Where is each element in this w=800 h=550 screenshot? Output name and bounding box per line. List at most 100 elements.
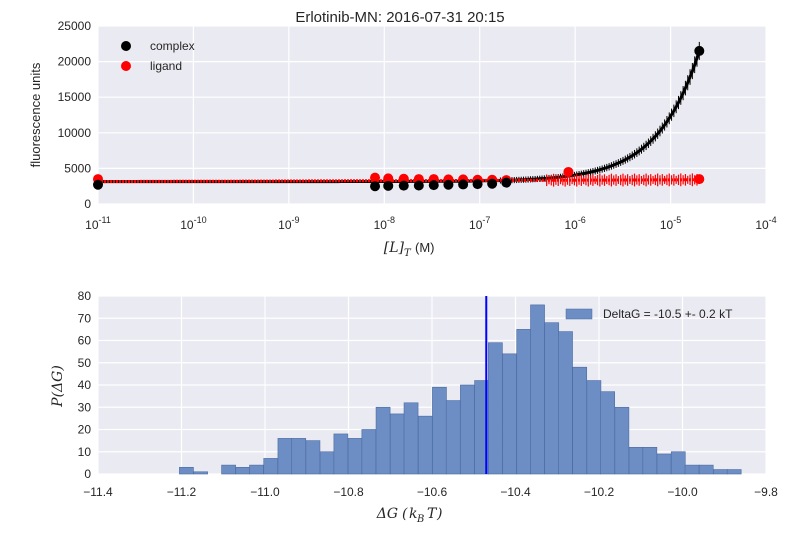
complex-data-point <box>472 179 483 190</box>
legend-label-complex: complex <box>150 39 195 53</box>
bottom-y-tick-label: 0 <box>84 467 91 481</box>
bottom-x-label-math: ΔG <box>376 506 398 522</box>
histogram-bar <box>558 331 573 475</box>
bottom-x-tick-label: −9.8 <box>754 485 778 499</box>
histogram-bar <box>221 464 236 475</box>
histogram-bar <box>726 469 742 475</box>
legend-swatch-deltag <box>565 308 593 320</box>
histogram-bar <box>291 438 307 475</box>
top-x-tick-label: 10-5 <box>660 215 681 232</box>
legend-label-deltag: DeltaG = -10.5 +- 0.2 kT <box>603 307 733 321</box>
complex-data-point <box>458 179 469 190</box>
complex-data-point <box>487 178 498 189</box>
top-chart-title: Erlotinib-MN: 2016-07-31 20:15 <box>295 9 504 26</box>
ligand-data-point <box>383 173 394 184</box>
histogram-bar <box>698 464 714 475</box>
top-y-tick-label: 5000 <box>64 161 91 175</box>
histogram-bar <box>600 391 615 475</box>
histogram-bars <box>179 304 742 475</box>
ligand-model-line <box>98 178 700 184</box>
top-x-tick-label: 10-6 <box>564 215 585 232</box>
complex-data-point <box>93 179 103 190</box>
bottom-x-label-unit-k: k <box>409 506 417 522</box>
histogram-bar <box>389 413 405 475</box>
histogram-bar <box>530 304 545 475</box>
histogram-bar <box>347 438 363 475</box>
bottom-x-tick-label: −11.4 <box>83 485 113 499</box>
binding-curve-chart: 10-11 10-10 10-9 10-8 10-7 10-6 10-5 10-4 0 5000… <box>28 9 777 259</box>
bottom-x-tick-label: −11.2 <box>167 485 197 499</box>
top-legend: complex ligand <box>121 39 195 73</box>
histogram-bar <box>263 458 279 475</box>
histogram-bar <box>642 446 658 475</box>
bottom-x-tick-label: −10.8 <box>333 485 364 499</box>
top-x-axis-label: [L] T (M) <box>384 240 435 259</box>
bottom-x-tick-label: −10.6 <box>417 485 448 499</box>
histogram-bar <box>249 464 264 475</box>
top-x-tick-label: 10-11 <box>85 215 111 232</box>
bottom-y-tick-labels: 0 10 20 30 40 50 60 70 80 <box>78 289 92 481</box>
ligand-data-point <box>398 173 409 184</box>
histogram-bar <box>432 386 447 475</box>
bottom-x-label-unit-tail: T <box>427 506 438 522</box>
histogram-bar <box>656 453 672 475</box>
histogram-bar <box>361 429 377 475</box>
histogram-bar <box>488 342 503 475</box>
bottom-x-tick-label: −10.0 <box>667 485 698 499</box>
top-plot-area <box>98 26 766 204</box>
histogram-bar <box>403 402 419 475</box>
histogram-bar <box>375 406 391 475</box>
legend-marker-complex <box>121 41 131 51</box>
bottom-y-tick-label: 70 <box>78 311 92 325</box>
histogram-bar <box>235 467 251 475</box>
histogram-bar <box>445 400 461 475</box>
histogram-bar <box>586 380 602 475</box>
histogram-bar <box>628 446 644 475</box>
top-x-tick-label: 10-4 <box>755 215 776 232</box>
bottom-x-tick-label: −10.2 <box>584 485 615 499</box>
top-x-tick-label: 10-8 <box>374 215 395 232</box>
complex-data-point <box>694 45 705 56</box>
histogram-bar <box>193 471 208 475</box>
bottom-x-tick-label: −11.0 <box>250 485 280 499</box>
bottom-y-tick-label: 10 <box>78 445 92 459</box>
bottom-y-tick-label: 60 <box>78 334 92 348</box>
bottom-y-tick-label: 40 <box>78 378 92 392</box>
bottom-y-tick-label: 80 <box>78 289 92 303</box>
bottom-legend: DeltaG = -10.5 +- 0.2 kT <box>565 307 733 321</box>
bottom-x-label-paren-open: ( <box>402 506 408 522</box>
complex-data-point <box>383 180 394 191</box>
top-series-layer <box>93 41 705 192</box>
ligand-data-point <box>563 166 574 177</box>
legend-marker-ligand <box>121 61 131 71</box>
top-x-tick-labels: 10-11 10-10 10-9 10-8 10-7 10-6 10-5 10-4 <box>85 215 777 232</box>
top-y-tick-label: 25000 <box>58 19 92 33</box>
bottom-x-tick-label: −10.4 <box>500 485 531 499</box>
top-x-label-subscript: T <box>404 248 412 259</box>
top-y-tick-labels: 0 5000 10000 15000 20000 25000 <box>58 19 92 211</box>
histogram-bar <box>572 366 588 475</box>
top-x-label-unit: (M) <box>415 240 435 255</box>
top-y-tick-label: 0 <box>84 197 91 211</box>
bottom-x-label-unit-sub: B <box>416 514 424 525</box>
histogram-bar <box>670 451 686 475</box>
histogram-bar <box>614 406 630 475</box>
histogram-bar <box>460 384 475 475</box>
bottom-x-tick-labels: −11.4 −11.2 −11.0 −10.8 −10.6 −10.4 −10.2 −10.0… <box>83 485 778 499</box>
histogram-bar <box>417 415 433 475</box>
histogram-bar <box>319 451 335 475</box>
bottom-y-tick-label: 50 <box>78 356 92 370</box>
bottom-y-tick-label: 20 <box>78 423 92 437</box>
bottom-x-axis-label: ΔG ( k B T ) <box>376 506 443 525</box>
top-x-label-math: [L] <box>384 240 405 256</box>
top-y-tick-label: 15000 <box>58 90 92 104</box>
bottom-y-axis-label: P(ΔG) <box>50 365 66 408</box>
top-y-tick-label: 10000 <box>58 126 92 140</box>
complex-data-point <box>443 179 454 190</box>
top-x-tick-label: 10-9 <box>278 215 299 232</box>
histogram-bar <box>684 464 700 475</box>
bottom-x-label-paren-close: ) <box>436 506 442 522</box>
histogram-bar <box>544 322 560 475</box>
histogram-bar <box>713 469 728 475</box>
